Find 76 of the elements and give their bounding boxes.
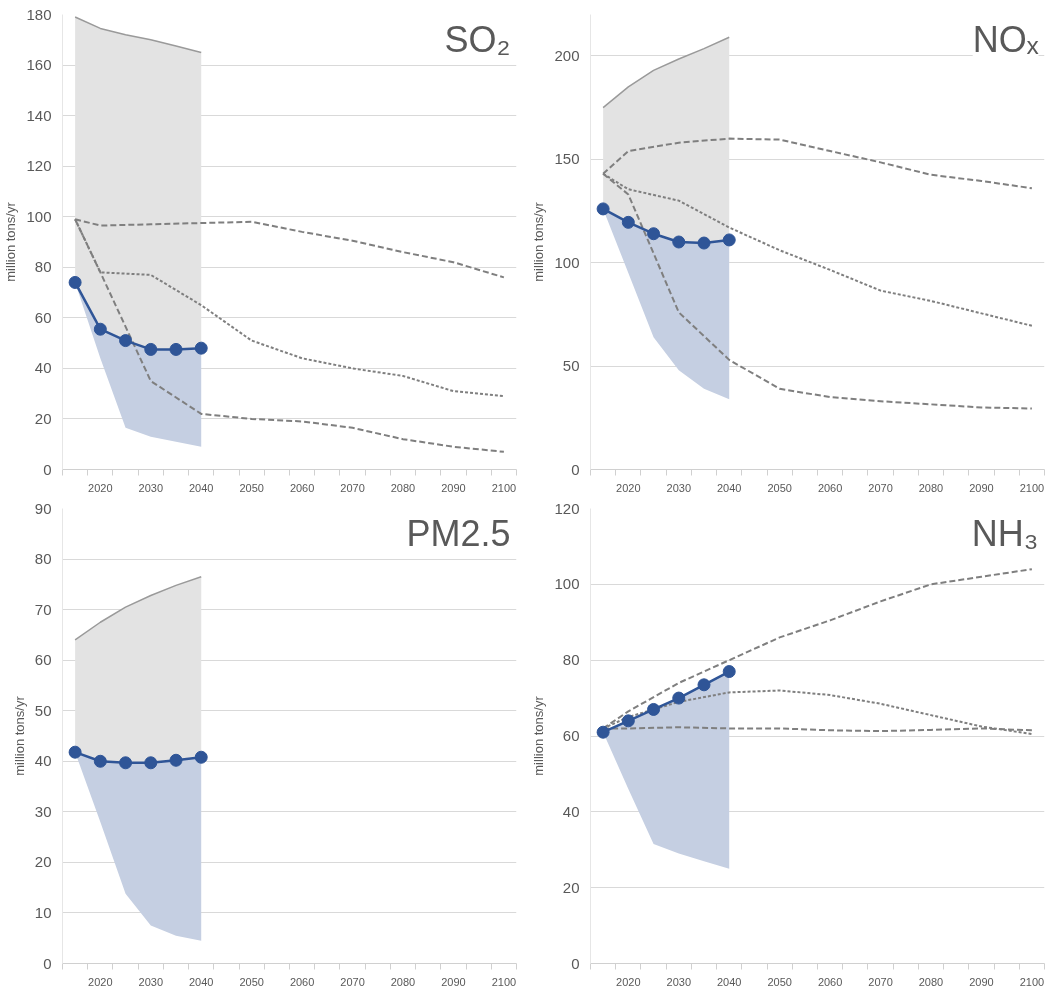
y-tick-label: 0 (571, 954, 580, 972)
x-tick-label: 2040 (188, 975, 214, 988)
x-tick-label: 2100 (491, 481, 517, 494)
x-tick-label: 2070 (340, 481, 365, 494)
y-tick-label: 80 (34, 258, 52, 276)
y-tick-label: 60 (34, 308, 52, 326)
x-tick-label: 2060 (289, 481, 315, 494)
x-tick-label: 2080 (918, 481, 944, 494)
x-tick-label: 2090 (441, 481, 466, 494)
y-tick-label: 0 (571, 460, 580, 478)
x-tick-label: 2040 (716, 481, 742, 494)
x-tick-label: 2030 (138, 975, 164, 988)
y-tick-label: 150 (554, 150, 580, 168)
x-tick-label: 2100 (1019, 975, 1045, 988)
x-tick-label: 2020 (88, 481, 113, 494)
y-axis-title: million tons/yr (11, 695, 27, 776)
x-tick-label: 2090 (969, 975, 994, 988)
y-axis-title: million tons/yr (3, 201, 19, 282)
chart-title: NOₓ (972, 18, 1039, 60)
y-tick-label: 50 (562, 357, 580, 375)
chart-title: NH₃ (971, 512, 1039, 554)
y-tick-label: 30 (34, 802, 52, 820)
y-tick-label: 100 (554, 253, 580, 271)
x-tick-label: 2070 (868, 975, 893, 988)
x-tick-label: 2020 (616, 975, 641, 988)
x-tick-label: 2030 (138, 481, 164, 494)
y-tick-label: 100 (26, 207, 52, 225)
y-tick-label: 20 (562, 878, 580, 896)
chart-title: PM2.5 (406, 512, 511, 554)
x-tick-label: 2050 (767, 975, 792, 988)
x-tick-label: 2050 (239, 975, 264, 988)
x-tick-label: 2050 (767, 481, 792, 494)
x-tick-label: 2090 (969, 481, 994, 494)
x-tick-label: 2100 (1019, 481, 1045, 494)
x-tick-label: 2060 (289, 975, 315, 988)
x-tick-label: 2070 (340, 975, 365, 988)
y-tick-label: 0 (43, 954, 52, 972)
x-tick-label: 2040 (716, 975, 742, 988)
y-tick-label: 50 (34, 701, 52, 719)
y-tick-label: 80 (562, 651, 580, 669)
x-tick-label: 2030 (666, 975, 692, 988)
y-tick-label: 140 (26, 106, 52, 124)
y-tick-label: 200 (554, 46, 580, 64)
x-tick-label: 2030 (666, 481, 692, 494)
y-tick-label: 40 (562, 802, 580, 820)
y-tick-label: 90 (34, 499, 52, 517)
y-tick-label: 120 (554, 499, 580, 517)
y-axis-title: million tons/yr (531, 695, 547, 776)
x-tick-label: 2050 (239, 481, 264, 494)
y-tick-label: 40 (34, 359, 52, 377)
y-tick-label: 60 (562, 727, 580, 744)
y-tick-label: 70 (34, 600, 52, 618)
y-tick-label: 10 (34, 903, 52, 921)
y-tick-label: 0 (43, 460, 52, 478)
x-tick-label: 2040 (188, 481, 214, 494)
y-tick-label: 20 (34, 853, 52, 871)
x-tick-label: 2020 (616, 481, 641, 494)
y-tick-label: 100 (554, 575, 580, 593)
chart-title: SO₂ (444, 18, 511, 60)
x-tick-label: 2020 (88, 975, 113, 988)
y-tick-label: 80 (34, 550, 52, 568)
x-tick-label: 2060 (817, 975, 843, 988)
x-tick-label: 2090 (441, 975, 466, 988)
x-tick-label: 2060 (817, 481, 843, 494)
y-tick-label: 160 (26, 56, 52, 74)
x-tick-label: 2080 (390, 481, 416, 494)
x-tick-label: 2100 (491, 975, 517, 988)
y-tick-label: 120 (26, 157, 52, 175)
y-tick-label: 60 (34, 651, 52, 669)
y-axis-title: million tons/yr (531, 201, 547, 282)
x-tick-label: 2080 (390, 975, 416, 988)
x-tick-label: 2080 (918, 975, 944, 988)
y-tick-label: 180 (26, 5, 52, 23)
y-tick-label: 20 (34, 409, 52, 427)
x-tick-label: 2070 (868, 481, 893, 494)
y-tick-label: 40 (34, 752, 52, 770)
